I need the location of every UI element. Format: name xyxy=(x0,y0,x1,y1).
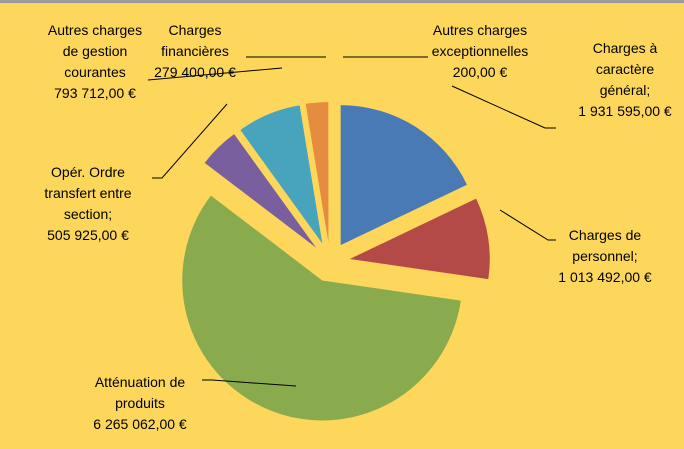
label-value: 6 265 062,00 € xyxy=(93,416,187,432)
pie-slice xyxy=(349,198,490,280)
pie-slice xyxy=(182,195,461,421)
label-name: Atténuation de produits xyxy=(94,374,186,411)
label-value: 200,00 € xyxy=(452,64,508,80)
label-value: 1 931 595,00 € xyxy=(578,103,672,119)
data-label: Atténuation de produits 6 265 062,00 € xyxy=(75,372,205,435)
leader-line xyxy=(202,379,297,387)
label-name: Opér. Ordre transfert entre section; xyxy=(44,164,132,222)
leader-line xyxy=(152,103,228,179)
leader-line xyxy=(499,209,556,241)
top-border xyxy=(0,0,684,3)
slices xyxy=(182,102,490,421)
data-label: Autres charges de gestion courantes 793 7… xyxy=(45,20,145,104)
label-value: 1 013 492,00 € xyxy=(558,269,652,285)
pie-slice xyxy=(340,105,467,246)
data-label: Charges à caractère général; 1 931 595,00… xyxy=(570,38,680,122)
data-label: Autres charges exceptionnelles 200,00 € xyxy=(410,20,550,83)
label-value: 279 400,00 € xyxy=(154,64,236,80)
label-name: Charges financières xyxy=(161,22,229,59)
label-name: Autres charges exceptionnelles xyxy=(431,22,529,59)
pie-slice xyxy=(240,105,323,244)
label-name: Charges à caractère général; xyxy=(592,40,658,98)
data-label: Charges de personnel; 1 013 492,00 € xyxy=(550,225,660,288)
pie-slice xyxy=(204,134,317,248)
data-label: Opér. Ordre transfert entre section; 505 … xyxy=(28,162,148,246)
label-name: Autres charges de gestion courantes xyxy=(47,22,143,80)
pie-slice xyxy=(305,102,329,243)
leader-line xyxy=(451,85,556,129)
leaders xyxy=(147,56,556,387)
label-value: 505 925,00 € xyxy=(47,227,129,243)
leader-line xyxy=(147,67,283,81)
data-label: Charges financières 279 400,00 € xyxy=(145,20,245,83)
label-value: 793 712,00 € xyxy=(54,85,136,101)
label-name: Charges de personnel; xyxy=(568,227,642,264)
